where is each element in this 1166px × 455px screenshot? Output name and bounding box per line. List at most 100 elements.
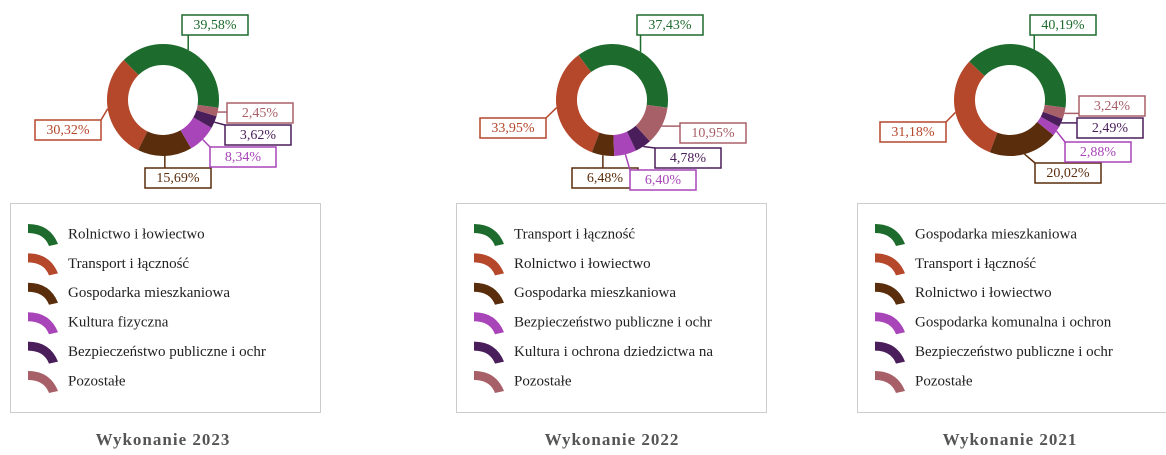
legend-box	[10, 203, 321, 413]
legend-icon	[28, 341, 58, 364]
legend-label: Bezpieczeństwo publiczne i ochr	[514, 315, 712, 331]
legend-icon	[875, 371, 905, 393]
data-label: 40,19%	[1041, 18, 1085, 33]
label-box	[226, 102, 294, 124]
legend-label: Rolnictwo i łowiectwo	[915, 285, 1052, 301]
label-box	[34, 119, 102, 141]
legend-icon	[28, 312, 58, 335]
legend-label: Gospodarka mieszkaniowa	[915, 226, 1077, 242]
label-box	[1078, 95, 1146, 117]
data-label: 8,34%	[225, 150, 262, 165]
legend-label: Bezpieczeństwo publiczne i ochr	[68, 344, 266, 360]
legend-label: Transport i łączność	[68, 256, 189, 272]
data-label: 39,58%	[193, 18, 237, 33]
legend-label: Transport i łączność	[915, 256, 1036, 272]
chart-title: Wykonanie 2022	[545, 430, 680, 449]
legend-icon	[875, 253, 905, 276]
data-label: 2,88%	[1080, 145, 1117, 160]
data-label: 37,43%	[648, 18, 692, 33]
legend-icon	[28, 224, 58, 246]
label-box	[679, 122, 747, 144]
donut-slice	[1037, 116, 1060, 136]
data-label: 31,18%	[891, 125, 935, 140]
legend-label: Gospodarka mieszkaniowa	[68, 285, 230, 301]
label-box	[629, 169, 697, 191]
donut-slice	[591, 132, 615, 156]
legend: Gospodarka mieszkaniowa Transport i łączn…	[875, 224, 1113, 393]
legend-label: Rolnictwo i łowiectwo	[514, 256, 651, 272]
legend-icon	[474, 371, 504, 393]
legend-icon	[474, 282, 504, 305]
label-box	[654, 147, 722, 169]
legend-icon	[28, 253, 58, 276]
donut-slice	[1040, 111, 1063, 127]
leader-line	[1023, 153, 1036, 164]
label-box	[636, 14, 704, 36]
donut-slice	[1042, 104, 1066, 119]
data-label: 15,69%	[156, 171, 200, 186]
data-label: 33,95%	[491, 121, 535, 136]
legend-icon	[474, 312, 504, 335]
label-box	[1029, 14, 1097, 36]
label-box	[879, 121, 947, 143]
data-label: 6,40%	[645, 173, 682, 188]
donut-slice	[954, 61, 998, 153]
legend-icon	[875, 341, 905, 364]
legend-label: Kultura fizyczna	[68, 315, 169, 331]
data-label: 2,49%	[1092, 121, 1129, 136]
data-label: 3,24%	[1094, 99, 1131, 114]
legend-label: Gospodarka komunalna i ochron	[915, 315, 1112, 331]
data-label: 2,45%	[242, 106, 279, 121]
data-label: 30,32%	[46, 123, 90, 138]
label-box	[1064, 141, 1132, 163]
legend-icon	[28, 371, 58, 393]
data-label: 4,78%	[670, 151, 707, 166]
label-box	[479, 117, 547, 139]
label-box	[1034, 162, 1102, 184]
label-box	[181, 14, 249, 36]
donut-slice	[613, 131, 636, 156]
donut-slice	[635, 104, 668, 142]
legend-label: Pozostałe	[915, 373, 973, 389]
donut-slice	[556, 55, 600, 153]
donut-slice	[578, 43, 668, 108]
legend-box	[857, 203, 1166, 413]
data-label: 6,48%	[587, 171, 624, 186]
donut-slice	[626, 125, 650, 151]
legend-icon	[875, 312, 905, 335]
donut-slice	[106, 60, 148, 151]
legend-box	[456, 203, 767, 413]
donut-slice	[193, 110, 217, 128]
donut-slice	[196, 104, 219, 117]
label-box	[224, 124, 292, 146]
legend-icon	[875, 282, 905, 305]
leader-line	[624, 154, 631, 171]
label-box	[209, 146, 277, 168]
leader-line	[100, 108, 109, 121]
data-label: 20,02%	[1046, 166, 1090, 181]
donut-slice	[969, 44, 1066, 108]
legend-label: Pozostałe	[514, 373, 572, 389]
donut-slice	[180, 117, 212, 149]
data-label: 10,95%	[691, 126, 735, 141]
label-box	[1076, 117, 1144, 139]
legend-label: Bezpieczeństwo publiczne i ochr	[915, 344, 1113, 360]
legend-label: Kultura i ochrona dziedzictwa na	[514, 344, 713, 360]
legend-label: Gospodarka mieszkaniowa	[514, 285, 676, 301]
leader-line	[214, 121, 226, 126]
chart-title: Wykonanie 2023	[96, 430, 231, 449]
legend-icon	[474, 224, 504, 246]
legend: Transport i łączność Rolnictwo i łowiectw…	[474, 224, 713, 393]
data-label: 3,62%	[240, 128, 277, 143]
legend-icon	[474, 341, 504, 364]
legend-label: Pozostałe	[68, 373, 126, 389]
legend-icon	[474, 253, 504, 276]
leader-line	[202, 138, 211, 148]
donut-slice	[123, 44, 220, 108]
leader-line	[545, 107, 558, 119]
legend-icon	[875, 224, 905, 246]
legend: Rolnictwo i łowiectwo Transport i łącznoś…	[28, 224, 266, 393]
chart-title: Wykonanie 2021	[943, 430, 1078, 449]
label-box	[144, 167, 212, 189]
